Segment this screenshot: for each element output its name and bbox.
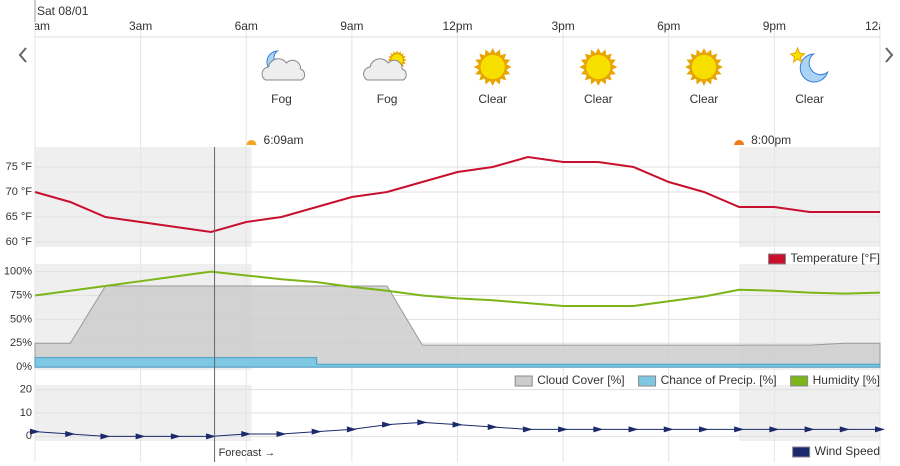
wind-barb [100,433,111,440]
wind-barb [30,428,40,435]
condition-label: Fog [377,92,398,106]
sun-disc [585,53,612,81]
wind-barb [417,419,428,426]
wind-barb [875,426,885,433]
condition-icon [363,50,407,81]
y-tick-label: 10 [20,407,32,419]
legend-swatch [792,446,811,458]
condition-icon [261,50,306,81]
wind-barb [65,431,76,437]
star [789,46,806,64]
series-line [34,155,880,234]
x-tick-label: 12am [20,19,50,33]
y-tick-label: 70 °F [6,186,33,198]
cloud-area [34,285,881,368]
condition-icon [789,46,829,83]
wind-barb [663,426,674,433]
wind-barb [206,433,217,440]
wind-barb [769,426,780,433]
x-tick-label: 3am [129,19,152,33]
legend-label: Temperature [°F] [791,251,881,265]
sun-disc [690,53,718,81]
y-tick-label: 20 [20,384,32,396]
wind-barb [487,424,498,430]
x-tick-label: 6am [235,19,258,33]
fog-cloud [363,58,407,81]
x-tick-label: 12pm [442,19,472,33]
wind-barb [734,426,745,433]
y-tick-label: 100% [4,266,32,278]
legend-swatch [768,253,786,265]
wind-barb [804,426,815,433]
condition-label: Clear [584,92,613,106]
precip-step [34,357,881,368]
next-arrow[interactable] [885,47,894,63]
x-tick-label: 9pm [763,19,786,33]
y-tick-label: 50% [10,313,32,325]
date-label: Sat 08/01 [37,4,89,18]
sun-disc [479,53,506,81]
wind-barb [346,426,357,433]
wind-barb [382,421,393,428]
legend-label: Chance of Precip. [%] [661,373,777,387]
x-tick-label: 6pm [657,19,680,33]
sunset-icon [734,140,745,145]
y-tick-label: 75 °F [6,161,33,173]
x-tick-label: 9am [340,19,363,33]
x-tick-label: 12am [865,19,895,33]
legend-label: Humidity [%] [813,373,880,387]
wind-barb [241,431,252,437]
night-shade [739,147,880,247]
moon [799,53,829,83]
legend-label: Wind Speed [815,444,880,458]
condition-icon [685,48,723,86]
wind-barb [276,431,287,437]
legend-swatch [638,375,657,387]
fog-cloud [261,58,306,81]
wind-barb [135,433,146,440]
sunset-label: 8:00pm [751,133,791,147]
condition-label: Fog [271,92,292,106]
wind-barb [522,426,533,433]
legend-swatch [514,375,533,387]
condition-label: Clear [690,92,719,106]
y-tick-label: 65 °F [6,211,33,223]
wind-barb [452,421,463,428]
y-tick-label: 75% [10,289,32,301]
wind-barb [593,426,604,433]
y-tick-label: 0 [26,430,32,442]
wind-barb [698,426,709,433]
wind-barb [839,426,850,433]
series-line [34,270,881,308]
wind-barb [628,426,639,433]
wind-barb [558,426,569,433]
y-tick-label: 60 °F [6,236,33,248]
condition-label: Clear [478,92,507,106]
condition-icon [579,48,618,86]
wind-barb [170,433,181,440]
y-tick-label: 0% [16,361,32,373]
sunrise-label: 6:09am [264,133,304,147]
condition-icon [473,48,512,86]
wind-barb [311,428,322,435]
night-shade [35,147,252,247]
legend-swatch [790,375,809,387]
now-label: Forecast → [219,447,276,459]
y-tick-label: 25% [10,337,32,349]
sunrise-icon [246,140,257,145]
legend-label: Cloud Cover [%] [537,373,624,387]
condition-label: Clear [795,92,824,106]
prev-arrow[interactable] [18,47,27,63]
x-tick-label: 3pm [551,19,574,33]
